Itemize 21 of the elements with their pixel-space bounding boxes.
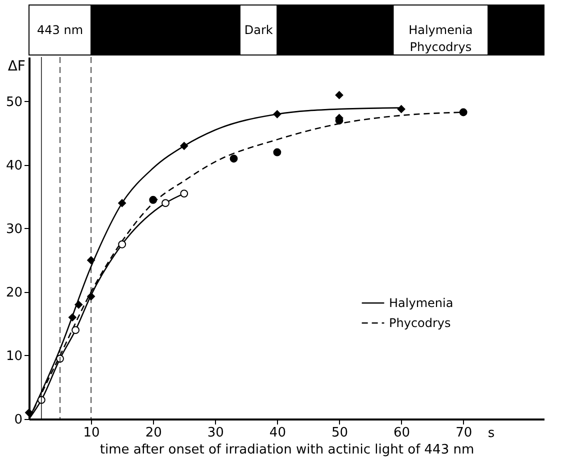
- y-axis-title: ΔF: [8, 58, 26, 74]
- x-axis-title: time after onset of irradiation with actinic light of 443 nm: [100, 442, 474, 458]
- y-tick-label: 20: [6, 285, 22, 300]
- y-tick-label: 40: [6, 158, 22, 174]
- y-tick-label: 10: [6, 348, 22, 364]
- y-tick-label: 50: [6, 94, 22, 110]
- legend-label: Phycodrys: [389, 316, 451, 330]
- x-tick-label: 60: [394, 426, 410, 440]
- x-tick-label: 10: [83, 426, 100, 440]
- series-label: Halymenia Phycodrys: [408, 23, 473, 54]
- series-label: 443 nm: [37, 23, 84, 37]
- x-tick-label: 30: [207, 426, 224, 440]
- text: s: [488, 426, 495, 441]
- series-label: Dark: [244, 23, 273, 37]
- x-tick-label: 40: [269, 426, 286, 440]
- legend-label: Halymenia: [389, 296, 454, 310]
- x-tick-label: 20: [145, 426, 162, 440]
- y-tick-label: 30: [6, 222, 22, 237]
- x-tick-label: 50: [331, 426, 348, 440]
- y-tick-label: 0: [14, 412, 22, 428]
- x-tick-label: 70: [456, 426, 472, 440]
